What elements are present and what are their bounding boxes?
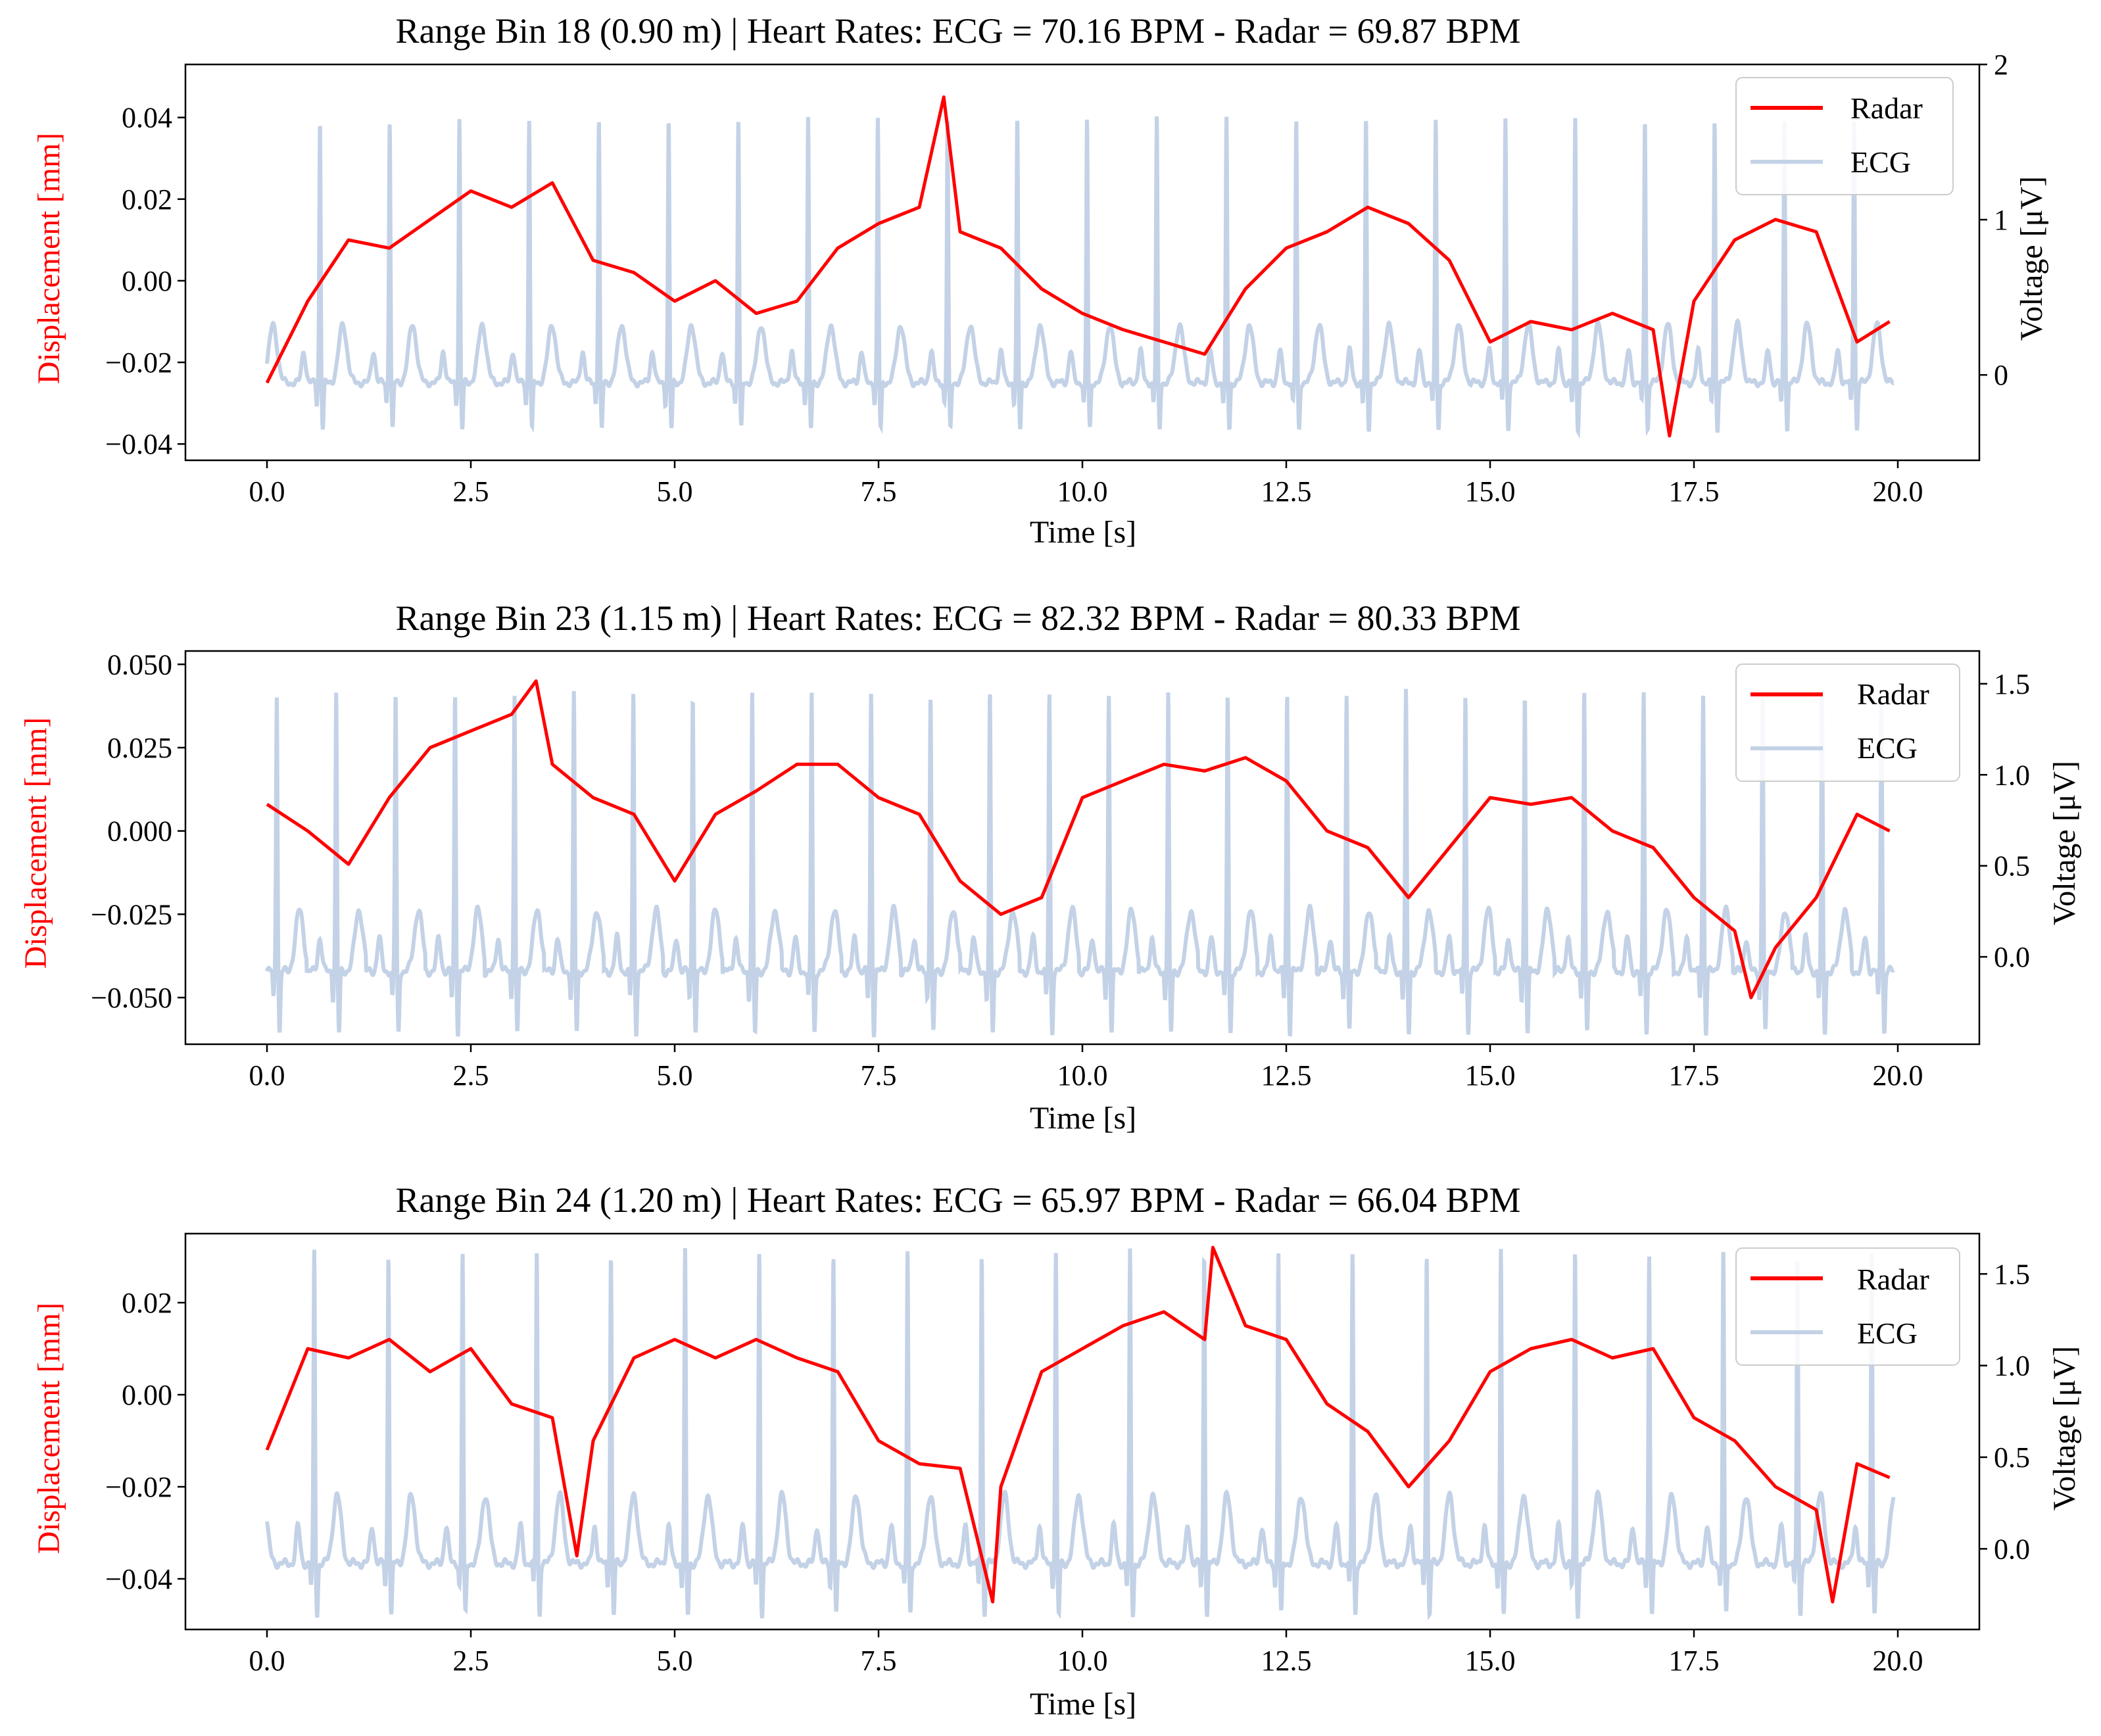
y-axis-label-left: Displacement [mm] <box>32 1303 66 1555</box>
y-axis-label-right: Voltage [μV] <box>2047 761 2082 925</box>
x-tick-label: 15.0 <box>1465 1059 1516 1092</box>
x-tick-label: 7.5 <box>861 1645 897 1677</box>
y-tick-label-right: 1 <box>1994 204 2008 236</box>
y-tick-label-right: 0.0 <box>1994 941 2030 973</box>
x-tick-label: 10.0 <box>1057 1645 1108 1677</box>
legend <box>1735 77 1954 195</box>
plot-area: 0.0 2.5 5.0 7.5 10.0 12.5 15.0 17.5 20.0 −0.04 −0.… <box>105 1232 2030 1677</box>
x-tick-label: 7.5 <box>861 475 897 508</box>
x-tick-label: 10.0 <box>1057 1059 1108 1092</box>
x-tick-label: 20.0 <box>1873 1645 1923 1677</box>
radar-series-line <box>265 95 1891 438</box>
x-tick-label: 0.0 <box>249 1059 285 1092</box>
x-tick-label: 5.0 <box>657 475 693 508</box>
y-tick-label-left: 0.050 <box>107 648 172 681</box>
y-tick-label-left: −0.025 <box>91 898 172 930</box>
y-tick-label-left: −0.04 <box>105 1563 172 1595</box>
y-tick-label-left: −0.02 <box>105 347 172 379</box>
x-tick-label: 0.0 <box>249 475 285 508</box>
y-tick-label-right: 1.0 <box>1994 1350 2030 1382</box>
legend <box>1735 1247 1960 1366</box>
y-tick-label-right: 1.5 <box>1994 1258 2030 1290</box>
y-axis-label-left: Displacement [mm] <box>32 133 66 385</box>
x-tick-label: 12.5 <box>1261 1059 1312 1092</box>
y-tick-label-right: 1.5 <box>1994 668 2030 700</box>
axes-frame <box>184 1232 1981 1631</box>
legend-label-ecg: ECG <box>1857 1316 1918 1350</box>
legend-label-radar: Radar <box>1857 1263 1929 1296</box>
x-tick-label: 20.0 <box>1873 475 1923 508</box>
y-tick-label-left: 0.02 <box>122 183 172 216</box>
x-tick-label: 17.5 <box>1669 1059 1720 1092</box>
radar-series-line <box>265 1245 1891 1604</box>
legend-label-radar: Radar <box>1850 91 1923 125</box>
x-tick-label: 2.5 <box>453 1059 489 1092</box>
x-tick-label: 10.0 <box>1057 475 1108 508</box>
legend <box>1735 663 1960 782</box>
x-tick-label: 0.0 <box>249 1645 285 1677</box>
subplot-range-bin-24: Range Bin 24 (1.20 m) | Heart Rates: ECG… <box>32 1180 2082 1722</box>
x-axis-label: Time [s] <box>1030 1687 1136 1722</box>
subplot-title: Range Bin 18 (0.90 m) | Heart Rates: ECG… <box>395 11 1520 51</box>
subplot-title: Range Bin 24 (1.20 m) | Heart Rates: ECG… <box>395 1180 1520 1220</box>
y-axis-label-right: Voltage [μV] <box>2047 1346 2082 1510</box>
ecg-series-line <box>265 1248 1896 1621</box>
subplot-title: Range Bin 23 (1.15 m) | Heart Rates: ECG… <box>395 598 1520 638</box>
y-tick-label-right: 0.5 <box>1994 850 2030 882</box>
x-tick-label: 15.0 <box>1465 475 1516 508</box>
subplot-range-bin-23: Range Bin 23 (1.15 m) | Heart Rates: ECG… <box>18 598 2082 1136</box>
x-tick-label: 5.0 <box>657 1645 693 1677</box>
y-tick-label-left: −0.02 <box>105 1471 172 1503</box>
ecg-series-line <box>265 688 1896 1038</box>
x-tick-label: 15.0 <box>1465 1645 1516 1677</box>
x-tick-label: 5.0 <box>657 1059 693 1092</box>
y-tick-label-right: 2 <box>1994 49 2008 81</box>
y-tick-label-right: 1.0 <box>1994 759 2030 791</box>
y-axis-label-left: Displacement [mm] <box>18 717 53 969</box>
x-tick-label: 2.5 <box>453 475 489 508</box>
x-tick-label: 7.5 <box>861 1059 897 1092</box>
legend-label-radar: Radar <box>1857 677 1929 711</box>
y-tick-label-left: 0.00 <box>122 1379 172 1411</box>
y-tick-label-left: 0.00 <box>122 265 172 297</box>
y-tick-label-right: 0 <box>1994 359 2008 391</box>
y-tick-label-left: 0.02 <box>122 1287 172 1319</box>
y-tick-label-left: −0.04 <box>105 428 172 460</box>
ecg-series-line <box>265 116 1895 439</box>
x-tick-label: 17.5 <box>1669 1645 1720 1677</box>
x-tick-label: 12.5 <box>1261 475 1312 508</box>
x-tick-label: 20.0 <box>1873 1059 1923 1092</box>
y-tick-label-left: 0.025 <box>107 732 172 764</box>
y-axis-label-right: Voltage [μV] <box>2014 176 2049 341</box>
legend-label-ecg: ECG <box>1857 731 1918 765</box>
x-axis-label: Time [s] <box>1030 515 1136 550</box>
y-tick-label-left: 0.04 <box>122 102 172 134</box>
x-tick-label: 2.5 <box>453 1645 489 1677</box>
x-tick-label: 17.5 <box>1669 475 1720 508</box>
subplot-range-bin-18: Range Bin 18 (0.90 m) | Heart Rates: ECG… <box>32 11 2049 550</box>
plot-area: 0.0 2.5 5.0 7.5 10.0 12.5 15.0 17.5 20.0 −0.04 −0.… <box>105 49 2008 508</box>
y-tick-label-right: 0.0 <box>1994 1533 2030 1565</box>
plot-area: 0.0 2.5 5.0 7.5 10.0 12.5 15.0 17.5 20.0 −0.050 −0… <box>91 648 2030 1092</box>
legend-label-ecg: ECG <box>1850 145 1911 179</box>
y-tick-label-left: −0.050 <box>91 982 172 1014</box>
y-tick-label-left: 0.000 <box>107 815 172 848</box>
radar-series-line <box>266 679 1891 1000</box>
x-axis-label: Time [s] <box>1030 1101 1136 1136</box>
x-tick-label: 12.5 <box>1261 1645 1312 1677</box>
y-tick-label-right: 0.5 <box>1994 1441 2030 1474</box>
